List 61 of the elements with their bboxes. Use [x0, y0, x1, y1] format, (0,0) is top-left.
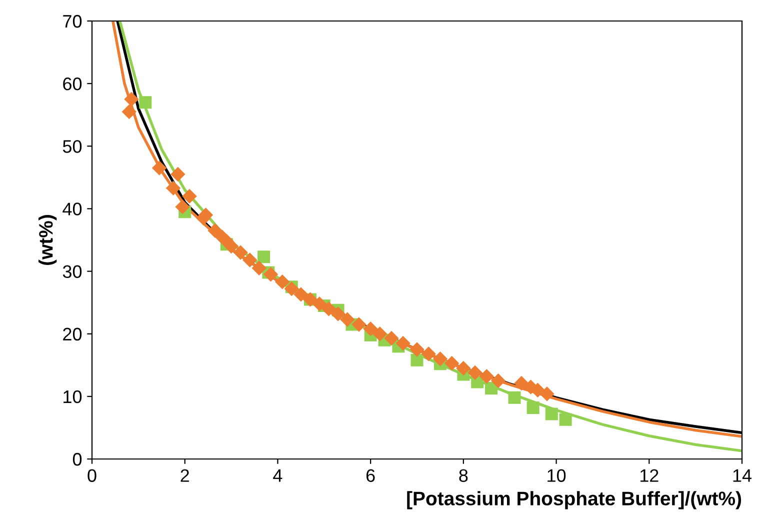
point	[152, 160, 166, 176]
point	[352, 317, 366, 332]
point	[294, 287, 308, 302]
y-tick-label: 30	[62, 265, 82, 278]
point	[330, 306, 346, 321]
point	[258, 250, 270, 264]
point	[284, 282, 299, 296]
y-tick-label: 0	[72, 452, 82, 466]
y-axis-title: (wt%)	[38, 215, 57, 265]
point	[508, 391, 521, 404]
point	[480, 369, 494, 384]
point	[166, 180, 180, 196]
point	[559, 413, 572, 426]
point	[545, 408, 558, 420]
point	[396, 336, 410, 350]
point	[468, 366, 482, 380]
y-tick-label: 40	[62, 202, 82, 216]
point	[182, 189, 197, 204]
point	[340, 312, 354, 327]
point	[456, 361, 471, 376]
point	[175, 200, 190, 214]
y-tick-label: 60	[63, 78, 82, 90]
point	[264, 267, 278, 282]
x-tick-label: 12	[640, 469, 658, 482]
point	[124, 92, 139, 106]
point	[491, 374, 506, 388]
point	[275, 274, 290, 289]
point	[372, 326, 387, 341]
x-tick-label: 2	[180, 469, 189, 482]
point	[540, 386, 554, 402]
x-tick-label: 8	[459, 469, 468, 482]
point	[422, 346, 436, 361]
point	[322, 302, 336, 316]
point	[139, 96, 152, 109]
point	[224, 239, 238, 254]
y-tick-label: 70	[63, 14, 82, 28]
point	[433, 352, 448, 366]
point	[208, 224, 222, 238]
x-tick-label: 10	[548, 469, 566, 482]
point	[410, 342, 424, 357]
point	[233, 245, 248, 260]
x-tick-label: 6	[366, 469, 375, 482]
point	[410, 354, 424, 366]
y-tick-label: 20	[63, 328, 82, 341]
point	[242, 252, 257, 268]
y-tick-label: 50	[62, 140, 82, 153]
point	[526, 401, 540, 414]
x-axis-title: [Potassium Phosphate Buffer]/(wt%)	[407, 491, 742, 510]
point	[384, 331, 399, 346]
point	[252, 261, 266, 276]
point	[444, 356, 459, 370]
point	[363, 322, 378, 336]
x-tick-label: 0	[88, 469, 96, 482]
x-tick-label: 4	[273, 469, 282, 482]
point	[514, 376, 529, 390]
y-tick-label: 10	[64, 390, 82, 404]
x-tick-label: 14	[733, 469, 752, 482]
point	[312, 296, 327, 311]
point	[122, 104, 136, 119]
point	[485, 382, 498, 395]
point	[170, 167, 185, 182]
